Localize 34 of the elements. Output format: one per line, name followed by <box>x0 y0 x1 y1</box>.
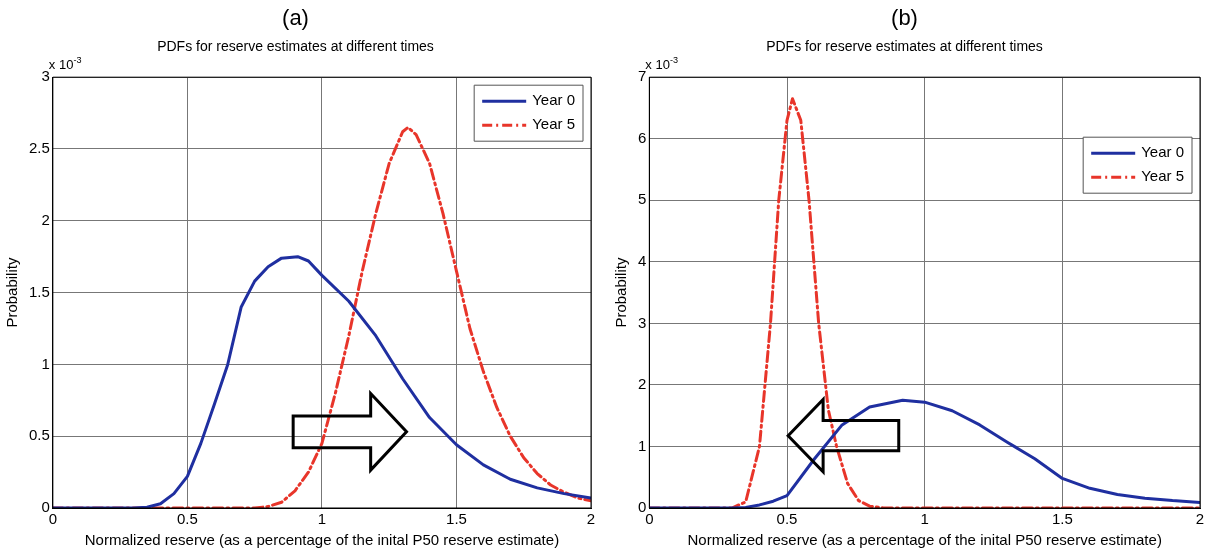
y-axis-title: Probability <box>612 257 630 328</box>
legend-label: Year 5 <box>532 115 576 133</box>
x-tick-label: 1.5 <box>1051 510 1073 528</box>
x-axis-title: Normalized reserve (as a percentage of the inital P50 reserve estimate) <box>687 531 1162 549</box>
chart-title: (a) <box>282 5 309 31</box>
y-tick-label: 4 <box>638 251 647 269</box>
y-tick-label: 2.5 <box>28 139 50 157</box>
x-tick-label: 1 <box>920 510 929 528</box>
y-axis-title: Probability <box>3 257 21 328</box>
x-tick-label: 1.5 <box>446 510 467 528</box>
x-tick-label: 0.5 <box>176 510 198 528</box>
x-tick-label: 1 <box>317 510 327 528</box>
y-tick-label: 5 <box>638 190 647 208</box>
x-tick-label: 2 <box>586 510 596 528</box>
x-tick-label: 0.5 <box>776 510 798 528</box>
chart-subtitle: PDFs for reserve estimates at different times <box>766 37 1043 54</box>
y-tick-label: 2 <box>638 375 647 393</box>
x-axis-title: Normalized reserve (as a percentage of the inital P50 reserve estimate) <box>84 531 560 549</box>
legend-label: Year 0 <box>1141 143 1185 161</box>
chart-title: (b) <box>891 5 918 31</box>
y-tick-label: 0 <box>638 498 647 516</box>
legend-label: Year 5 <box>1141 167 1185 185</box>
x-tick-label: 2 <box>1195 510 1205 528</box>
y-tick-label: 1 <box>638 436 647 454</box>
legend-label: Year 0 <box>532 91 576 109</box>
y-tick-label: 1.5 <box>28 282 50 300</box>
chart-subtitle: PDFs for reserve estimates at different times <box>157 37 434 54</box>
y-tick-label: 2 <box>41 210 50 228</box>
y-tick-label: 3 <box>41 67 50 85</box>
y-tick-label: 0.5 <box>28 426 50 444</box>
y-tick-label: 3 <box>638 313 647 331</box>
y-tick-label: 1 <box>41 354 50 372</box>
y-tick-label: 0 <box>41 498 50 516</box>
y-tick-label: 6 <box>638 128 647 146</box>
